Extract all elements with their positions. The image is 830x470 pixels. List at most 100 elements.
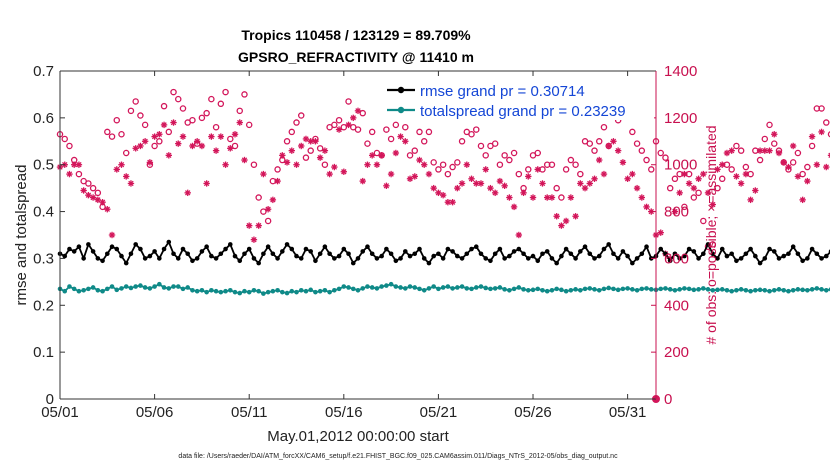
asterisk-stroke xyxy=(227,145,233,152)
obs-assimilated-point xyxy=(316,154,324,161)
asterisk-stroke xyxy=(147,159,153,166)
asterisk-stroke xyxy=(76,162,82,168)
asterisk-stroke xyxy=(426,171,432,177)
totalspread-point xyxy=(313,289,318,295)
obs-assimilated-point xyxy=(321,147,329,154)
rmse-point xyxy=(403,249,408,254)
totalspread-point xyxy=(573,287,578,292)
asterisk-stroke xyxy=(303,136,309,142)
obs-possible-point xyxy=(241,91,248,98)
obs-assimilated-point xyxy=(383,182,390,189)
asterisk-stroke xyxy=(639,194,645,201)
rmse-point xyxy=(355,256,361,261)
rmse-point xyxy=(67,246,72,252)
totalspread-point xyxy=(554,286,559,292)
obs-possible-point xyxy=(591,147,598,154)
asterisk-stroke xyxy=(724,150,730,156)
obs-assimilated-point xyxy=(208,133,215,140)
obs-assimilated-point xyxy=(510,203,518,211)
totalspread-point xyxy=(511,286,517,292)
totalspread-point xyxy=(819,287,824,292)
obs-assimilated-point xyxy=(596,156,603,164)
rmse-point xyxy=(398,256,403,261)
obs-assimilated-point xyxy=(477,180,485,187)
obs-assimilated-point xyxy=(581,184,589,192)
obs-possible-point xyxy=(255,194,262,201)
right-tick-label: 200 xyxy=(664,344,689,361)
totalspread-point xyxy=(540,287,545,293)
asterisk-stroke xyxy=(71,162,77,168)
obs-assimilated-point xyxy=(331,163,338,171)
asterisk-stroke xyxy=(511,204,517,210)
rmse-point xyxy=(242,251,247,257)
rmse-point xyxy=(530,253,536,259)
asterisk-stroke xyxy=(483,166,489,173)
asterisk-stroke xyxy=(336,126,342,133)
legend-rmse-marker xyxy=(397,86,405,94)
obs-possible-point xyxy=(804,163,811,171)
rmse-point xyxy=(161,246,167,252)
obs-possible-point xyxy=(189,116,196,124)
totalspread-point xyxy=(327,289,332,295)
totalspread-point xyxy=(757,287,763,293)
asterisk-stroke xyxy=(156,131,163,137)
asterisk-stroke xyxy=(563,218,569,224)
obs-assimilated-point xyxy=(203,180,210,187)
totalspread-point xyxy=(525,287,531,293)
asterisk-stroke xyxy=(175,140,181,147)
totalspread-point xyxy=(280,289,285,295)
asterisk-stroke xyxy=(497,178,503,184)
asterisk-stroke xyxy=(449,199,456,205)
totalspread-point xyxy=(303,288,309,294)
asterisk-stroke xyxy=(109,232,115,238)
obs-possible-point xyxy=(595,138,603,145)
x-axis: 05/01 05/06 05/11 05/16 05/21 05/26 05/31 xyxy=(41,71,646,421)
asterisk-stroke xyxy=(218,133,224,140)
totalspread-point xyxy=(284,290,290,296)
rmse-point xyxy=(336,253,342,259)
totalspread-point xyxy=(119,286,124,291)
totalspread-point xyxy=(204,289,209,295)
asterisk-stroke xyxy=(553,213,560,219)
rmse-point xyxy=(81,256,86,261)
obs-possible-point xyxy=(690,194,698,201)
rmse-point xyxy=(776,256,782,261)
asterisk-stroke xyxy=(629,171,636,177)
right-tick-label: 1400 xyxy=(664,63,697,80)
obs-possible-point xyxy=(700,217,707,225)
obs-possible-point xyxy=(160,102,168,110)
asterisk-stroke xyxy=(128,180,134,187)
obs-possible-point xyxy=(416,128,423,136)
x-tick-label: 05/26 xyxy=(514,404,552,421)
totalspread-point xyxy=(734,287,739,293)
obs-possible-point xyxy=(444,170,452,178)
rmse-point xyxy=(204,244,209,250)
asterisk-stroke xyxy=(341,169,347,175)
asterisk-stroke xyxy=(591,176,598,182)
obs-possible-point xyxy=(402,123,409,131)
obs-assimilated-point xyxy=(283,159,291,166)
asterisk-stroke xyxy=(260,171,267,177)
totalspread-point xyxy=(388,281,394,287)
obs-assimilated-point xyxy=(704,189,712,197)
obs-assimilated-point xyxy=(411,173,418,180)
rmse-point xyxy=(814,251,820,257)
asterisk-stroke xyxy=(624,176,631,182)
rmse-point xyxy=(710,251,716,257)
rmse-point xyxy=(105,251,110,257)
obs-assimilated-point xyxy=(312,138,319,145)
totalspread-point xyxy=(715,287,720,293)
rmse-point xyxy=(625,253,630,259)
rmse-point xyxy=(630,260,635,266)
asterisk-stroke xyxy=(232,131,238,137)
asterisk-stroke xyxy=(142,138,148,144)
obs-assimilated-point xyxy=(160,121,168,129)
obs-assimilated-point xyxy=(562,217,570,225)
obs-possible-point xyxy=(473,126,480,133)
rmse-point xyxy=(540,251,545,257)
totalspread-point xyxy=(265,289,271,295)
rmse-point xyxy=(209,253,214,259)
asterisk-stroke xyxy=(104,206,111,212)
rmse-point xyxy=(388,251,394,257)
asterisk-stroke xyxy=(728,147,735,154)
